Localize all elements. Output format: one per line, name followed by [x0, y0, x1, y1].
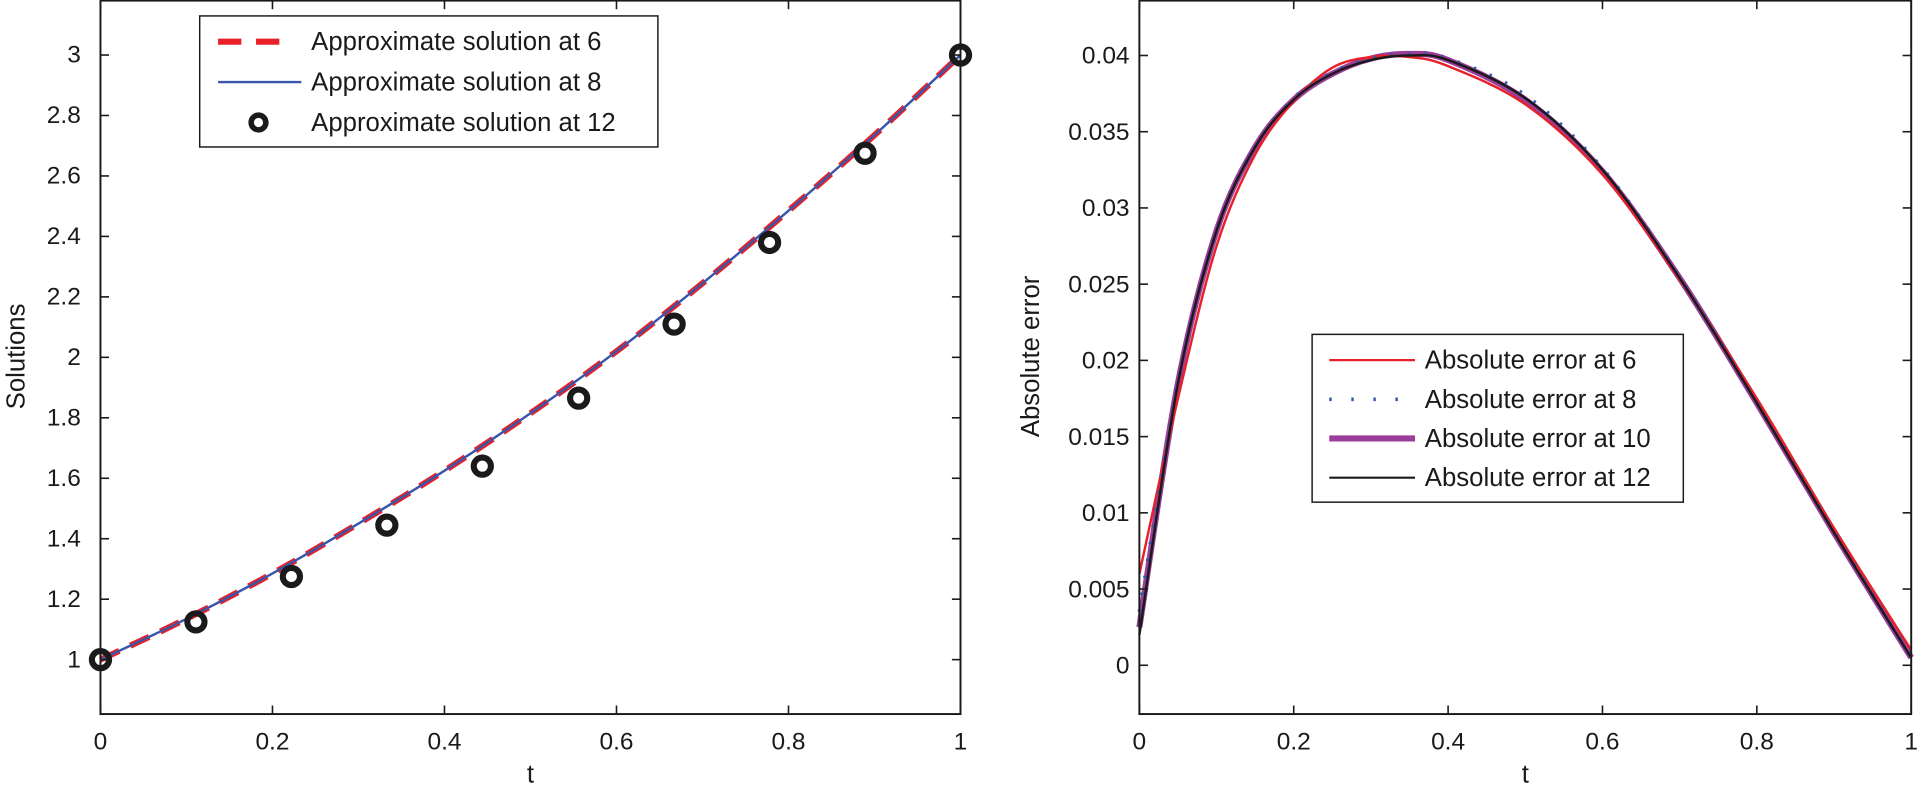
x-tick-label: 0.6 — [599, 729, 633, 756]
left-plot-markers — [88, 43, 973, 672]
y-tick-label: 1.2 — [47, 586, 81, 613]
y-tick-label: 0.01 — [1082, 500, 1130, 527]
legend-label: Approximate solution at 8 — [311, 69, 601, 97]
circle-marker — [279, 564, 304, 589]
y-tick-label: 1.8 — [47, 405, 81, 432]
x-tick-label: 0.2 — [255, 729, 289, 756]
x-tick-label: 0.8 — [1740, 729, 1774, 756]
legend-label: Absolute error at 12 — [1425, 464, 1651, 492]
right-plot-curves — [1136, 50, 1914, 660]
right-legend-box — [1311, 333, 1685, 503]
legend-label: Absolute error at 8 — [1425, 386, 1637, 414]
right-plot-ticks — [1138, 0, 1912, 715]
right-x-tick-labels: 0 0.2 0.4 0.6 0.8 1 — [1133, 729, 1918, 756]
legend-item-approx-12: Approximate solution at 12 — [248, 109, 616, 137]
circle-marker — [184, 610, 208, 634]
circle-marker — [567, 386, 591, 410]
legend-item-error-12: Absolute error at 12 — [1329, 464, 1651, 492]
legend-item-error-10: Absolute error at 10 — [1329, 425, 1651, 453]
x-tick-label: 0 — [1133, 729, 1147, 756]
right-legend: Absolute error at 6 Absolute error at 8 … — [1311, 333, 1685, 503]
circle-marker-icon — [248, 112, 269, 133]
y-tick-label: 0.015 — [1068, 424, 1129, 451]
y-tick-label: 0.04 — [1082, 43, 1130, 70]
circle-marker — [662, 312, 686, 336]
x-tick-label: 0.4 — [1431, 729, 1465, 756]
x-tick-label: 0.6 — [1585, 729, 1619, 756]
legend-item-error-6: Absolute error at 6 — [1329, 347, 1636, 375]
series-line — [1138, 54, 1913, 651]
legend-label: Approximate solution at 6 — [311, 28, 601, 56]
x-tick-label: 0 — [94, 729, 108, 756]
y-tick-label: 1.4 — [47, 526, 81, 553]
right-x-axis-label: t — [1522, 761, 1529, 789]
circle-marker — [375, 513, 399, 537]
y-tick-label: 0.035 — [1068, 119, 1129, 146]
circle-marker — [853, 141, 877, 165]
right-plot: 0 0.2 0.4 0.6 0.8 1 0 0.005 0.01 0.015 0… — [1017, 0, 1918, 789]
y-tick-label: 0.025 — [1068, 271, 1129, 298]
left-y-tick-labels: 1 1.2 1.4 1.6 1.8 2 2.2 2.4 2.6 2.8 3 — [47, 41, 81, 673]
x-tick-label: 0.2 — [1277, 729, 1311, 756]
y-tick-label: 2.2 — [47, 283, 81, 310]
circle-marker — [757, 230, 782, 255]
right-plot-axes-box — [1138, 0, 1913, 716]
legend-item-error-8: Absolute error at 8 — [1329, 386, 1636, 414]
y-tick-label: 0.005 — [1068, 576, 1129, 603]
series-line — [99, 54, 962, 661]
y-tick-label: 0 — [1116, 653, 1130, 680]
left-plot: 0 0.2 0.4 0.6 0.8 1 1 1.2 1.4 1.6 1.8 2 … — [2, 0, 973, 789]
left-x-tick-labels: 0 0.2 0.4 0.6 0.8 1 — [94, 729, 968, 756]
y-tick-label: 2.6 — [47, 162, 81, 189]
series-line — [1138, 53, 1913, 659]
legend-label: Approximate solution at 12 — [311, 109, 616, 137]
left-plot-curves — [99, 52, 963, 663]
y-tick-label: 1 — [67, 647, 81, 674]
right-y-axis-label: Absolute error — [1017, 275, 1045, 437]
y-tick-label: 2.4 — [47, 223, 81, 250]
y-tick-label: 2.8 — [47, 102, 81, 129]
x-tick-label: 0.4 — [427, 729, 461, 756]
x-tick-label: 0.8 — [771, 729, 805, 756]
left-plot-ticks — [99, 0, 962, 715]
y-tick-label: 3 — [67, 41, 81, 68]
circle-marker — [470, 454, 494, 478]
x-tick-label: 1 — [954, 729, 968, 756]
legend-label: Absolute error at 10 — [1425, 425, 1651, 453]
left-y-axis-label: Solutions — [2, 304, 30, 410]
left-legend: Approximate solution at 6 Approximate so… — [198, 15, 659, 148]
right-y-tick-labels: 0 0.005 0.01 0.015 0.02 0.025 0.03 0.035… — [1068, 43, 1129, 680]
y-tick-label: 0.03 — [1082, 195, 1130, 222]
legend-item-approx-6: Approximate solution at 6 — [218, 28, 601, 56]
y-tick-label: 1.6 — [47, 465, 81, 492]
y-tick-label: 2 — [67, 344, 81, 371]
legend-label: Absolute error at 6 — [1425, 347, 1637, 375]
legend-item-approx-8: Approximate solution at 8 — [218, 69, 601, 97]
left-x-axis-label: t — [527, 761, 534, 789]
y-tick-label: 0.02 — [1082, 348, 1130, 375]
x-tick-label: 1 — [1904, 729, 1918, 756]
